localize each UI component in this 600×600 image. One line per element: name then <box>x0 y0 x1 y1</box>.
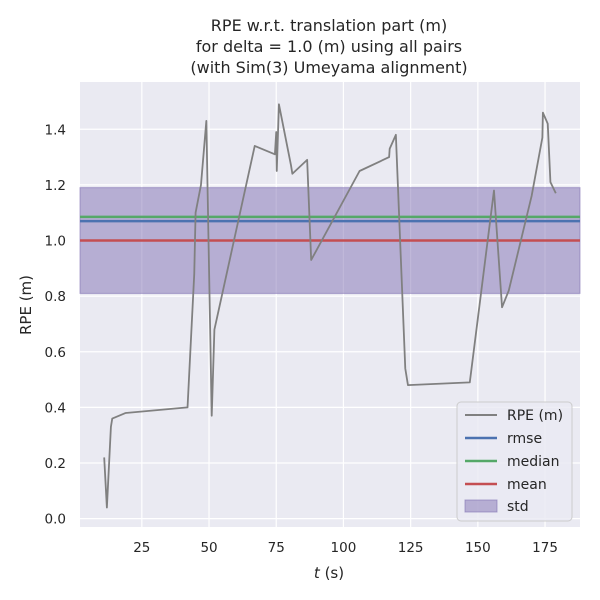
legend-label-rmse: rmse <box>507 431 542 447</box>
legend-label-series: RPE (m) <box>507 408 563 424</box>
y-tick-label: 0.2 <box>45 456 66 472</box>
x-tick-label: 150 <box>465 540 491 556</box>
title-line-1: RPE w.r.t. translation part (m) <box>211 16 447 35</box>
x-tick-labels: 25 50 75 100 125 150 175 <box>133 540 558 556</box>
y-tick-label: 0.8 <box>45 289 66 305</box>
y-tick-label: 1.4 <box>45 122 66 138</box>
x-tick-label: 50 <box>200 540 217 556</box>
x-tick-label: 75 <box>268 540 285 556</box>
title-line-3: (with Sim(3) Umeyama alignment) <box>190 58 467 77</box>
rpe-series-line <box>103 103 557 509</box>
y-tick-label: 1.0 <box>45 234 66 250</box>
y-tick-labels: 0.0 0.2 0.4 0.6 0.8 1.0 1.2 1.4 <box>45 122 66 527</box>
y-tick-label: 1.2 <box>45 178 66 194</box>
x-tick-label: 25 <box>133 540 150 556</box>
chart-title: RPE w.r.t. translation part (m) for delt… <box>190 16 467 77</box>
y-axis-label: RPE (m) <box>17 275 35 335</box>
x-tick-label: 175 <box>532 540 558 556</box>
y-tick-label: 0.4 <box>45 400 66 416</box>
x-axis-label: t (s) <box>314 564 344 582</box>
x-tick-label: 125 <box>398 540 424 556</box>
x-tick-label: 100 <box>331 540 357 556</box>
legend-swatch-std <box>464 499 498 513</box>
title-line-2: for delta = 1.0 (m) using all pairs <box>196 37 462 56</box>
y-tick-label: 0.0 <box>45 512 66 528</box>
y-tick-label: 0.6 <box>45 345 66 361</box>
legend-frame <box>456 401 573 522</box>
legend: RPE (m) rmse median mean std <box>456 401 573 522</box>
series-layer <box>103 103 557 509</box>
legend-label-median: median <box>507 454 559 470</box>
legend-label-std: std <box>507 499 529 515</box>
legend-label-mean: mean <box>507 477 547 493</box>
